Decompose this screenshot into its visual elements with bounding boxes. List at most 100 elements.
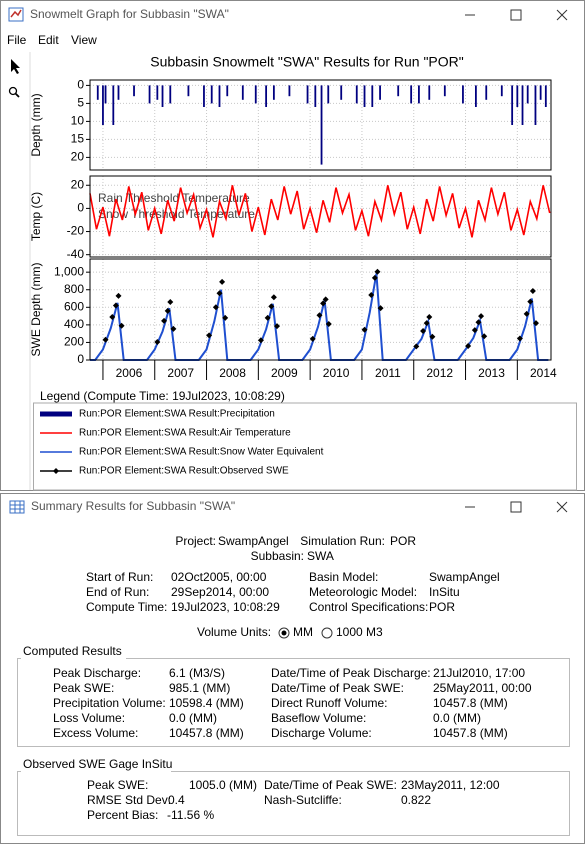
precip-bar xyxy=(148,85,151,104)
plot-frame xyxy=(89,79,552,171)
close-button[interactable] xyxy=(556,9,568,21)
header-field: Project: xyxy=(175,534,216,548)
precip-bar xyxy=(117,85,120,100)
computed-field: 10457.8 (MM) xyxy=(433,696,508,710)
radio-label[interactable]: 1000 M3 xyxy=(336,625,383,639)
summary-window xyxy=(0,493,585,844)
observed-point xyxy=(465,342,472,349)
observed-point xyxy=(268,303,275,310)
computed-field: Excess Volume: xyxy=(53,726,138,740)
precip-bar xyxy=(443,85,446,97)
observed-point xyxy=(532,320,539,327)
precip-bar xyxy=(410,85,413,104)
header-field: Subbasin: xyxy=(251,549,304,563)
computed-group xyxy=(17,658,570,747)
legend-entry: Run:POR Element:SWA Result:Air Temperatu… xyxy=(79,428,291,439)
observed-point xyxy=(426,313,433,320)
computed-field: Date/Time of Peak SWE: xyxy=(271,681,404,695)
precip-bar xyxy=(526,85,529,104)
radio-label[interactable]: MM xyxy=(293,625,313,639)
group-title: Observed SWE Gage InSitu xyxy=(23,757,172,771)
menu-item[interactable]: Edit xyxy=(38,33,59,47)
radio-dot xyxy=(281,630,287,636)
volume-units-label: Volume Units: xyxy=(197,625,271,639)
header-field: SWA xyxy=(307,549,334,563)
computed-field: 25May2011, 00:00 xyxy=(433,681,532,695)
precip-bar xyxy=(485,85,488,100)
window-title: Snowmelt Graph for Subbasin "SWA" xyxy=(30,7,229,21)
close-button[interactable] xyxy=(556,501,568,513)
precip-bar xyxy=(187,85,190,97)
maximize-button[interactable] xyxy=(510,9,522,21)
header-field: POR xyxy=(390,534,416,548)
observed-point xyxy=(471,327,478,334)
precip-bar xyxy=(156,85,159,100)
computed-field: Loss Volume: xyxy=(53,711,125,725)
computed-field: 10457.8 (MM) xyxy=(433,726,508,740)
precip-bar xyxy=(102,85,104,125)
observed-point xyxy=(154,338,161,345)
observed-point xyxy=(377,305,384,312)
observed-point xyxy=(270,294,277,301)
window-icon-graph xyxy=(10,9,22,18)
observed-point xyxy=(206,332,213,339)
y-tick-label: 5 xyxy=(77,96,84,110)
run-field: Start of Run: xyxy=(86,570,153,584)
precip-bar xyxy=(314,85,317,107)
x-tick-label: 2010 xyxy=(323,366,350,380)
observed-point xyxy=(475,319,482,326)
zoom-tool-handle xyxy=(14,92,20,98)
y-tick-label: 400 xyxy=(64,317,84,331)
precip-bar xyxy=(133,85,135,97)
run-field: Control Specifications: xyxy=(309,600,428,614)
precip-bar xyxy=(96,85,99,100)
computed-field: 10457.8 (MM) xyxy=(169,726,244,740)
x-tick-label: 2007 xyxy=(167,366,194,380)
observed-field: Nash-Sutcliffe: xyxy=(264,793,342,807)
menu-item[interactable]: File xyxy=(7,33,27,47)
run-field: 19Jul2023, 10:08:29 xyxy=(171,600,280,614)
precip-bar xyxy=(371,85,374,107)
run-field: POR xyxy=(429,600,455,614)
observed-field: -11.56 % xyxy=(167,808,214,822)
observed-point xyxy=(325,320,332,327)
observed-point xyxy=(322,296,329,303)
observed-point xyxy=(309,335,316,342)
computed-field: Discharge Volume: xyxy=(271,726,372,740)
maximize-button[interactable] xyxy=(510,501,522,513)
y-tick-label: 1,000 xyxy=(54,264,84,278)
precip-bar xyxy=(462,85,464,104)
x-tick-label: 2011 xyxy=(375,366,401,380)
y-axis-label: Depth (mm) xyxy=(29,93,43,156)
x-tick-label: 2014 xyxy=(530,366,557,380)
observed-point xyxy=(109,313,116,320)
observed-point xyxy=(216,290,223,297)
observed-point xyxy=(523,310,530,317)
plot-area xyxy=(89,258,552,361)
precip-bar xyxy=(306,85,309,104)
annotation: Rain Threshold Temperature xyxy=(98,191,250,205)
y-tick-label: 0 xyxy=(77,78,84,92)
observed-point xyxy=(371,274,378,281)
computed-field: Peak Discharge: xyxy=(53,666,141,680)
observed-point xyxy=(516,335,523,342)
zoom-tool[interactable] xyxy=(8,86,18,96)
run-field: 02Oct2005, 00:00 xyxy=(171,570,267,584)
radio-button[interactable] xyxy=(321,627,333,639)
y-axis-label: SWE Depth (mm) xyxy=(29,262,43,356)
summary-icon xyxy=(9,500,25,514)
menu-item[interactable]: View xyxy=(71,33,97,47)
pointer-tool[interactable] xyxy=(11,59,20,74)
plot-area xyxy=(89,79,552,171)
observed-point xyxy=(118,322,125,329)
run-field: SwampAngel xyxy=(429,570,500,584)
precip-bar xyxy=(397,85,400,97)
precip-bar xyxy=(112,85,115,125)
precip-bar xyxy=(355,85,358,104)
series-line xyxy=(89,185,551,238)
y-tick-label: 0 xyxy=(77,352,84,366)
observed-point xyxy=(257,337,264,344)
run-field: 29Sep2014, 00:00 xyxy=(171,585,269,599)
